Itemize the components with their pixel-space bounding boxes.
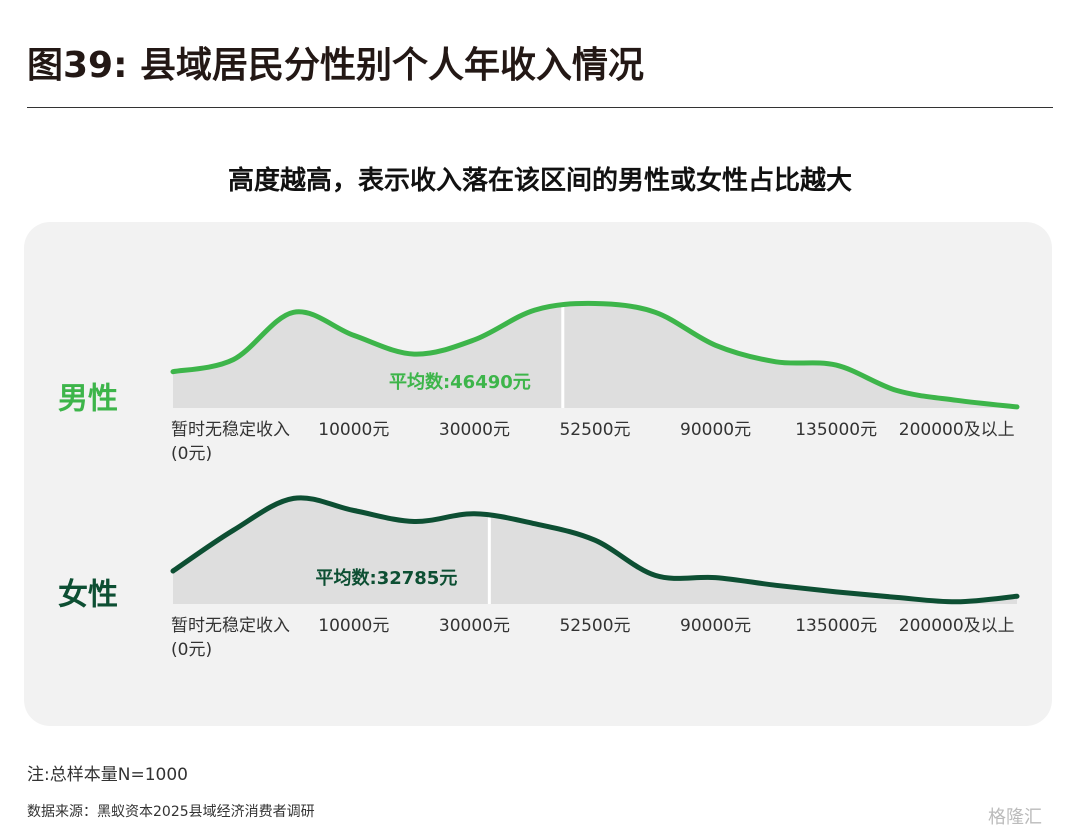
series-name: 男性: [58, 382, 118, 417]
panel: [24, 222, 1052, 726]
x-tick-label: 暂时无稳定收入 (0元): [171, 616, 290, 660]
line: [170, 300, 1020, 410]
watermark: 格隆汇: [988, 807, 1042, 828]
x-tick-label: 52500元: [559, 420, 631, 440]
x-tick-label: 30000元: [438, 420, 510, 440]
page-title: 图39: 县域居民分性别个人年收入情况: [27, 45, 645, 86]
chart-subtitle: 高度越高，表示收入落在该区间的男性或女性占比越大: [227, 166, 852, 196]
x-tick-label: 10000元: [318, 420, 390, 440]
note: 注:总样本量N=1000: [27, 765, 188, 785]
area-fill: [173, 497, 1017, 604]
divider: [27, 107, 1053, 108]
x-tick-label: 200000及以上: [898, 420, 1015, 440]
x-tick-label: 135000元: [795, 616, 878, 636]
x-tick-label: 10000元: [318, 616, 390, 636]
x-tick-label: 135000元: [795, 420, 878, 440]
mean-label: 平均数:32785元: [316, 567, 458, 589]
x-tick-label: 30000元: [438, 616, 510, 636]
source: 数据来源：黑蚁资本2025县域经济消费者调研: [27, 804, 315, 820]
x-tick-label: 90000元: [680, 420, 752, 440]
line: [170, 495, 1020, 605]
x-tick-label: 52500元: [559, 616, 631, 636]
x-tick-label: 90000元: [680, 616, 752, 636]
x-tick-label: 200000及以上: [898, 616, 1015, 636]
series-name: 女性: [58, 578, 118, 613]
area-fill: [173, 303, 1017, 408]
x-tick-label: 暂时无稳定收入 (0元): [171, 420, 290, 464]
mean-label: 平均数:46490元: [389, 371, 531, 393]
